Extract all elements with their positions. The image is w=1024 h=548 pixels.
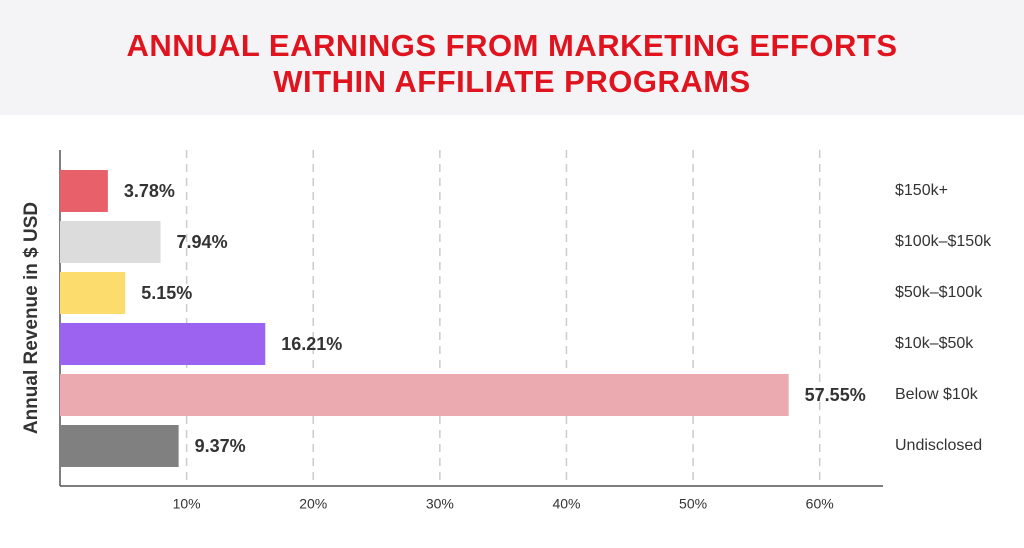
- x-tick-label: 40%: [552, 496, 580, 512]
- category-label: $50k–$100k: [895, 284, 983, 301]
- bar: [60, 425, 179, 467]
- value-label: 9.37%: [195, 436, 246, 456]
- value-label: 57.55%: [805, 385, 866, 405]
- x-tick-label: 20%: [299, 496, 327, 512]
- category-label: $10k–$50k: [895, 335, 974, 352]
- value-label: 7.94%: [177, 232, 228, 252]
- value-label: 3.78%: [124, 181, 175, 201]
- x-tick-label: 50%: [679, 496, 707, 512]
- category-label: $150k+: [895, 182, 948, 199]
- value-label: 5.15%: [141, 283, 192, 303]
- chart-title: ANNUAL EARNINGS FROM MARKETING EFFORTS W…: [126, 28, 898, 99]
- bar: [60, 374, 789, 416]
- category-label: Below $10k: [895, 386, 979, 403]
- bar: [60, 170, 108, 212]
- bar: [60, 323, 266, 365]
- x-tick-label: 10%: [173, 496, 201, 512]
- category-label: Undisclosed: [895, 437, 982, 454]
- value-label: 16.21%: [281, 334, 342, 354]
- category-label: $100k–$150k: [895, 233, 992, 250]
- x-tick-label: 60%: [806, 496, 834, 512]
- bar: [60, 272, 126, 314]
- bar: [60, 221, 161, 263]
- x-tick-label: 30%: [426, 496, 454, 512]
- y-axis-label: Annual Revenue in $ USD: [21, 202, 42, 434]
